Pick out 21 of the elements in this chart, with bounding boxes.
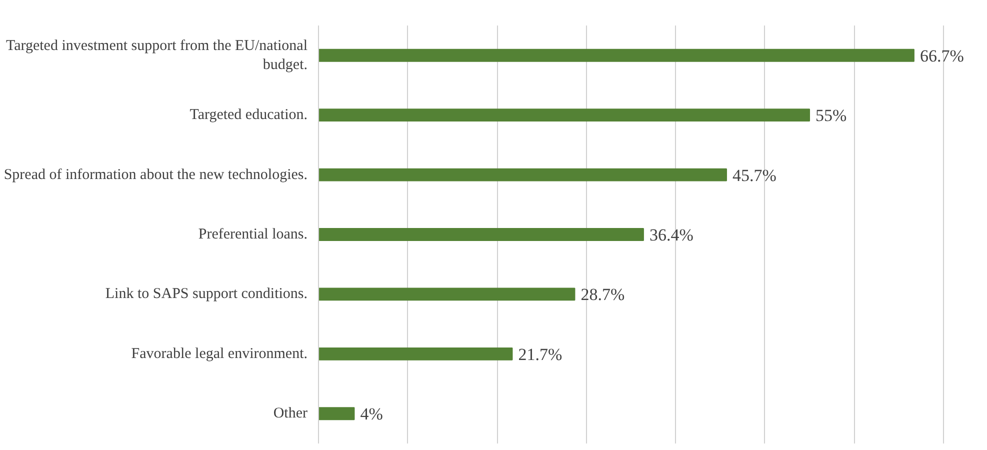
bar (318, 48, 914, 62)
y-tick-label: Other (273, 406, 308, 422)
data-label: 36.4% (649, 226, 694, 244)
data-label: 28.7% (580, 285, 625, 304)
y-tick-label: Favorable legal environment. (131, 346, 308, 362)
bar (318, 228, 644, 241)
y-tick-label: Preferential loans. (198, 226, 308, 242)
bar (318, 288, 576, 301)
y-tick-label: Targeted education. (190, 107, 308, 124)
y-tick-label: Link to SAPS support conditions. (105, 286, 308, 302)
y-tick-label: Spread of information about the new technologies. (4, 166, 308, 183)
bar (318, 108, 810, 122)
data-label: 4% (360, 404, 383, 424)
y-tick-label: Targeted investment support from the EU/national budget. (6, 38, 308, 73)
bar (318, 407, 355, 420)
data-label: 21.7% (518, 344, 562, 364)
data-label: 55% (816, 106, 847, 126)
bar (318, 347, 513, 360)
bar (318, 168, 727, 182)
data-label: 66.7% (920, 46, 964, 66)
data-label: 45.7% (732, 166, 776, 185)
